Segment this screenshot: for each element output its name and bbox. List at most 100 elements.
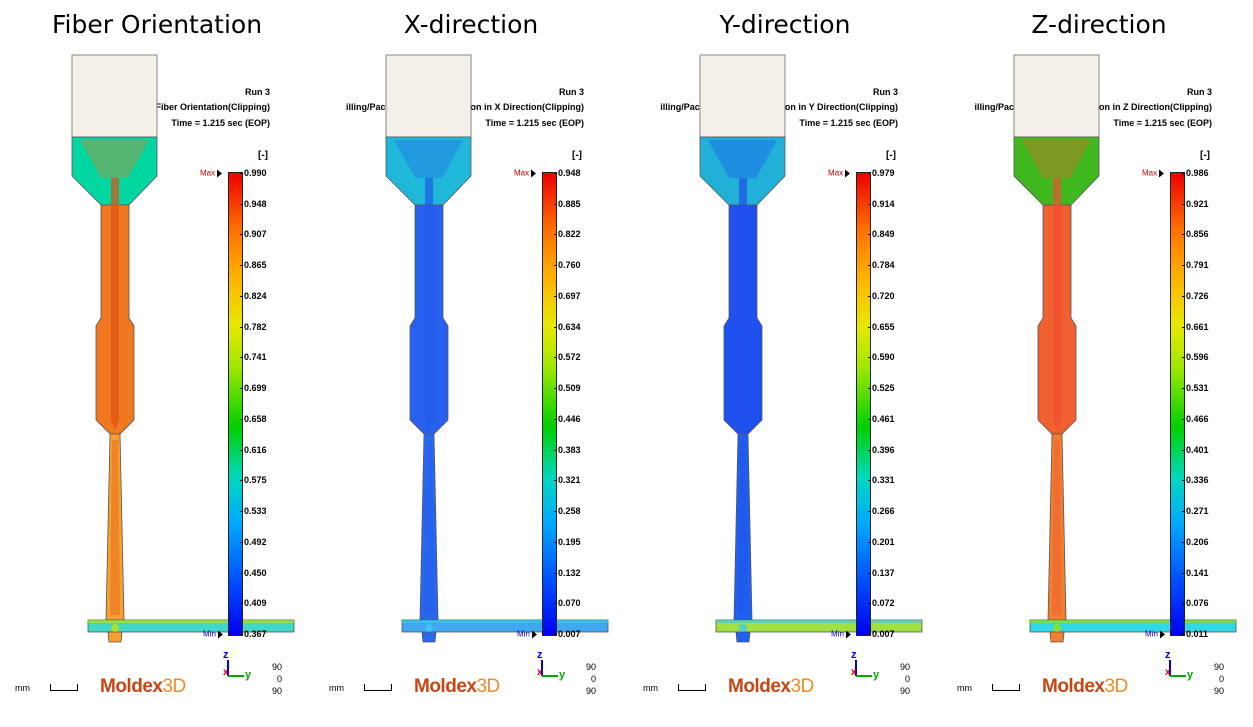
axis-x-label: x xyxy=(537,667,543,678)
view-angle-value: 90 xyxy=(585,662,596,672)
colorbar-tick-label: 0.986 xyxy=(1182,168,1209,178)
panel-title: X-direction xyxy=(403,10,539,39)
axis-x-label: x xyxy=(851,667,857,678)
max-marker: Max xyxy=(200,169,223,178)
max-label: Max xyxy=(1142,168,1158,178)
colorbar-tick-label: 0.070 xyxy=(554,598,581,609)
run-label: Run 3 xyxy=(1186,87,1212,97)
panel-title: Y-direction xyxy=(719,10,851,39)
colorbar-tick-label: 0.492 xyxy=(240,536,267,547)
view-angle-value: 90 xyxy=(899,686,910,696)
run-label: Run 3 xyxy=(872,87,898,97)
time-label: Time = 1.215 sec (EOP) xyxy=(1113,118,1212,128)
colorbar-tick-label: 0.990 xyxy=(240,168,267,178)
scale-bar xyxy=(992,684,1020,691)
colorbar-tick-label: 0.336 xyxy=(1182,475,1209,486)
logo-suffix: 3D xyxy=(476,676,500,697)
max-label: Max xyxy=(828,168,844,178)
colorbar-tick-label: 0.201 xyxy=(868,536,895,547)
colorbar-tick-label: 0.865 xyxy=(240,260,267,271)
run-label: Run 3 xyxy=(244,87,270,97)
colorbar-tick-label: 0.331 xyxy=(868,475,895,486)
colorbar-tick-label: 0.531 xyxy=(1182,383,1209,394)
max-arrow-icon xyxy=(217,169,223,178)
colorbar-tick-label: 0.525 xyxy=(868,383,895,394)
colorbar-tick-label: 0.655 xyxy=(868,321,895,332)
part-contour xyxy=(385,54,609,643)
colorbar-tick-label: 0.697 xyxy=(554,290,581,301)
colorbar-tick-label: 0.446 xyxy=(554,413,581,424)
axis-z-label: z xyxy=(223,649,229,661)
view-angle-value: 90 xyxy=(1213,686,1224,696)
colorbar-tick-label: 0.784 xyxy=(868,260,895,271)
colorbar-tick-label: 0.634 xyxy=(554,321,581,332)
view-angle-value: 90 xyxy=(899,662,910,672)
view-angles: 90 0 90 xyxy=(582,661,596,697)
time-label: Time = 1.215 sec (EOP) xyxy=(485,118,584,128)
view-angles: 90 0 90 xyxy=(896,661,910,697)
colorbar-tick-label: 0.914 xyxy=(868,198,895,209)
scale-bar xyxy=(678,684,706,691)
unit-label: [-] xyxy=(1200,150,1210,161)
run-label: Run 3 xyxy=(558,87,584,97)
colorbar-tick-label: 0.132 xyxy=(554,567,581,578)
colorbar-tick-label: 0.885 xyxy=(554,198,581,209)
colorbar-tick-label: 0.572 xyxy=(554,352,581,363)
min-arrow-icon xyxy=(1159,630,1165,639)
colorbar-tick-label: 0.367 xyxy=(240,629,267,639)
min-arrow-icon xyxy=(217,630,223,639)
view-angle-value: 0 xyxy=(590,674,596,684)
logo-text: Moldex xyxy=(100,676,163,697)
max-marker: Max xyxy=(514,169,537,178)
colorbar-tick-label: 0.195 xyxy=(554,536,581,547)
moldex3d-logo: Moldex3D xyxy=(414,676,500,698)
scale-label: mm xyxy=(329,683,344,693)
axis-y-label: y xyxy=(245,669,252,681)
view-angle-value: 0 xyxy=(276,674,282,684)
view-angle-value: 90 xyxy=(585,686,596,696)
colorbar-tick-label: 0.258 xyxy=(554,506,581,517)
min-label: Min xyxy=(831,629,844,639)
colorbar-tick-label: 0.760 xyxy=(554,260,581,271)
colorbar-tick-label: 0.466 xyxy=(1182,413,1209,424)
axis-x-label: x xyxy=(1165,667,1171,678)
axis-y-label: y xyxy=(559,669,566,681)
colorbar-tick-label: 0.948 xyxy=(240,198,267,209)
max-arrow-icon xyxy=(1159,169,1165,178)
colorbar-tick-label: 0.533 xyxy=(240,506,267,517)
axis-y-label: y xyxy=(1187,669,1194,681)
colorbar-tick-label: 0.782 xyxy=(240,321,267,332)
colorbar-tick-label: 0.509 xyxy=(554,383,581,394)
min-arrow-icon xyxy=(531,630,537,639)
colorbar-tick-label: 0.007 xyxy=(554,629,581,639)
min-marker: Min xyxy=(203,630,223,639)
colorbar xyxy=(1170,172,1185,636)
colorbar-tick-label: 0.979 xyxy=(868,168,895,178)
view-angles: 90 0 90 xyxy=(1210,661,1224,697)
colorbar-tick-label: 0.699 xyxy=(240,383,267,394)
view-angle-value: 90 xyxy=(271,662,282,672)
part-contour xyxy=(1013,54,1237,643)
view-angle-value: 90 xyxy=(1213,662,1224,672)
min-marker: Min xyxy=(831,630,851,639)
colorbar-tick-label: 0.658 xyxy=(240,413,267,424)
axis-y-label: y xyxy=(873,669,880,681)
axis-z-label: z xyxy=(1165,649,1171,661)
part-contour xyxy=(71,54,295,643)
result-name: Filling/Packing_Fiber Orientation(Clippi… xyxy=(86,102,270,112)
colorbar-tick-label: 0.824 xyxy=(240,290,267,301)
colorbar xyxy=(542,172,557,636)
colorbar-tick-label: 0.383 xyxy=(554,444,581,455)
colorbar-tick-label: 0.141 xyxy=(1182,567,1209,578)
logo-suffix: 3D xyxy=(162,676,186,697)
max-arrow-icon xyxy=(531,169,537,178)
colorbar-tick-label: 0.137 xyxy=(868,567,895,578)
logo-suffix: 3D xyxy=(1104,676,1128,697)
colorbar xyxy=(228,172,243,636)
colorbar-tick-label: 0.321 xyxy=(554,475,581,486)
time-label: Time = 1.215 sec (EOP) xyxy=(799,118,898,128)
view-angles: 90 0 90 xyxy=(268,661,282,697)
